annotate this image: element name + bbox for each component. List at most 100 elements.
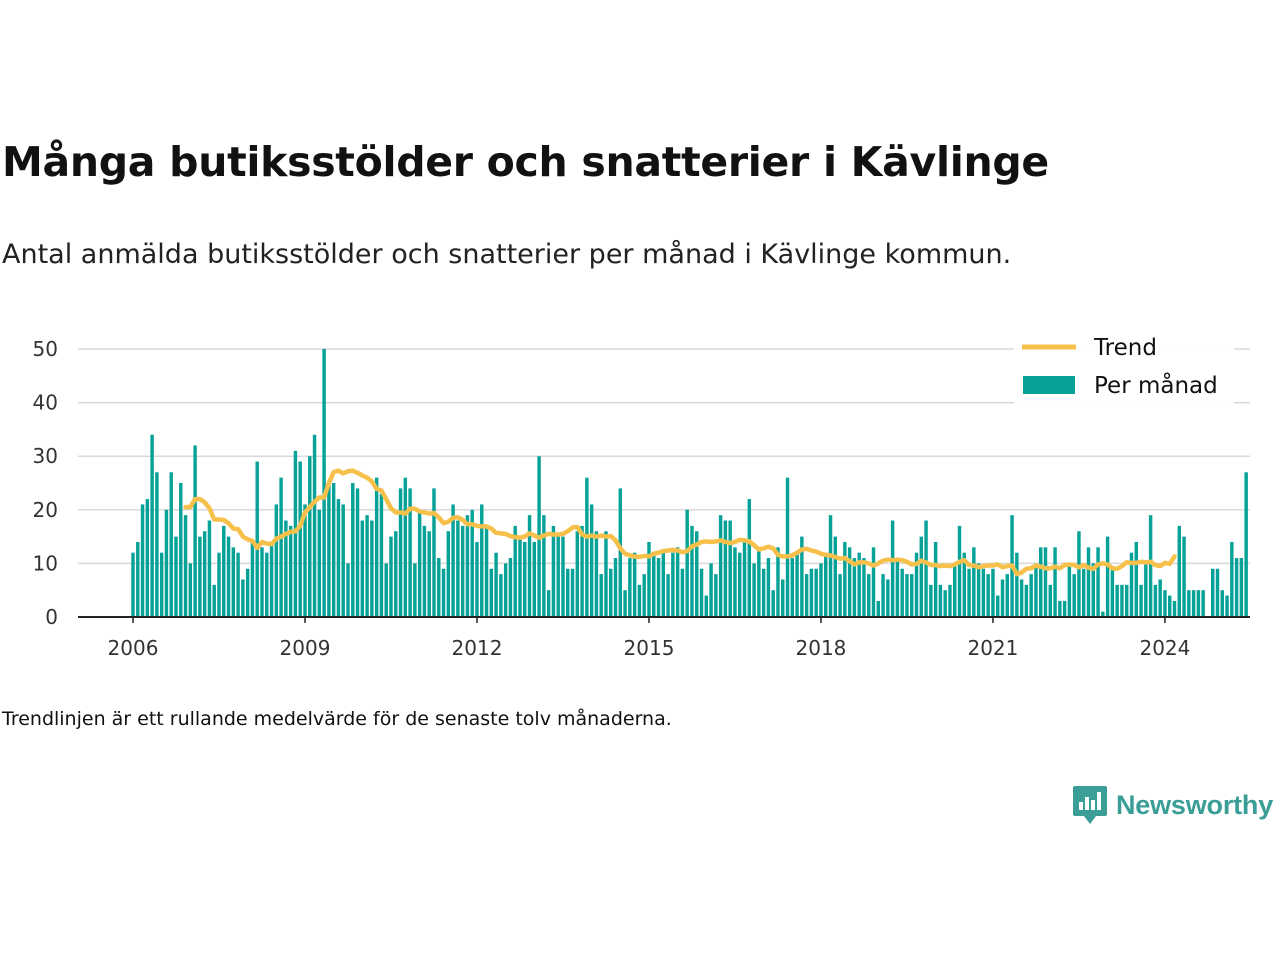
bar [890,520,895,617]
bar [532,541,537,617]
bar [728,520,732,617]
bar [475,541,479,617]
bar [231,547,236,617]
bar [274,504,279,617]
bar [871,547,876,617]
bar [236,552,240,617]
bar [690,525,694,617]
bar [331,483,336,617]
bar [986,574,990,617]
bar [317,509,322,617]
bar [1091,563,1095,617]
bar [202,531,207,617]
bar [847,547,852,617]
bar [432,488,436,617]
bar [843,541,847,617]
bar [991,568,995,617]
bar [179,483,183,617]
bar [1029,574,1033,617]
bar [1019,579,1024,617]
bar [159,552,164,617]
bar [1225,595,1229,617]
bar [1005,574,1009,617]
x-tick-label: 2006 [108,636,159,660]
bar [757,547,761,617]
bar [1067,563,1072,617]
bar [852,558,857,617]
bar [1062,600,1067,617]
bar [183,515,188,617]
bar [1144,563,1148,617]
bar [957,525,962,617]
bar [245,568,250,617]
bar [389,536,393,617]
bar [1239,558,1244,617]
bar [279,477,283,617]
bar [1043,547,1048,617]
bar [1039,547,1043,617]
bar [838,574,842,617]
bar [451,504,455,617]
bar [413,563,417,617]
bar [198,536,202,617]
bar [790,558,795,617]
bar [900,568,904,617]
bar [542,515,546,617]
bar [613,558,618,617]
bar [781,579,785,617]
bar [666,574,670,617]
bar [155,472,159,617]
bar [661,552,666,617]
x-tick-label: 2009 [280,636,331,660]
bar [589,504,594,617]
bar [733,547,737,617]
y-tick-label: 40 [33,391,58,415]
x-tick-label: 2021 [967,636,1018,660]
bar [140,504,145,617]
bar [1211,568,1215,617]
bar [981,568,986,617]
bar [212,584,216,617]
x-tick-label: 2012 [452,636,503,660]
bar [795,552,799,617]
bar [1077,531,1081,617]
bar [484,525,489,617]
brand-name: Newsworthy [1116,789,1274,820]
bar [503,563,508,617]
bar [867,574,871,617]
bar [1125,584,1129,617]
bar [599,574,603,617]
bar [465,515,470,617]
bar [594,531,599,617]
bar [785,477,790,617]
bar [513,525,517,617]
bar [174,536,178,617]
x-tick-label: 2024 [1139,636,1190,660]
bar [241,579,245,617]
bar [298,461,302,617]
bar [551,525,556,617]
bar [265,552,269,617]
bar [470,509,474,617]
bar [819,563,823,617]
bar [953,563,957,617]
bar [217,552,221,617]
bar [150,434,154,617]
bar [136,541,140,617]
bar [1201,590,1205,617]
bar [996,595,1000,617]
bar [699,568,704,617]
bar [623,590,627,617]
legend-bar-swatch [1023,376,1075,394]
bar [1086,547,1091,617]
bar [1244,472,1248,617]
bar [800,536,804,617]
bar [384,563,388,617]
bar [351,483,355,617]
bar [910,574,914,617]
bar [1187,590,1191,617]
bar [346,563,350,617]
bar [1082,568,1086,617]
bar [570,568,575,617]
bar [752,563,756,617]
